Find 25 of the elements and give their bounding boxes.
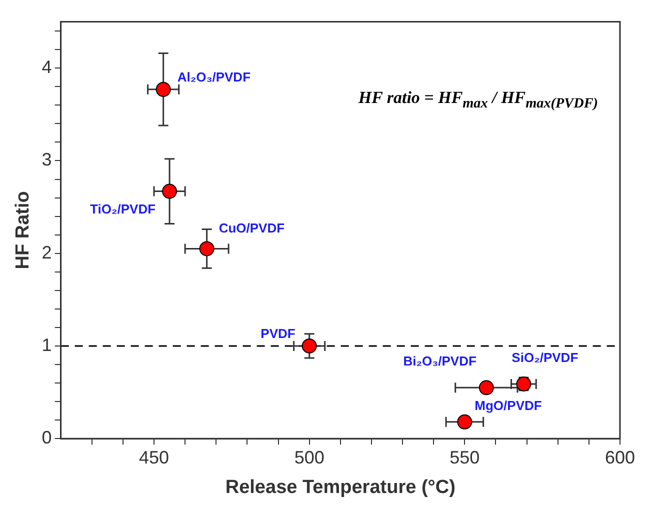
y-tick-label: 0	[42, 428, 52, 448]
annotation: Al₂O₃/PVDF	[177, 69, 251, 84]
x-tick-label: 500	[294, 447, 324, 468]
x-tick-label: 550	[450, 447, 480, 468]
annotation: SiO₂/PVDF	[512, 350, 578, 365]
point	[162, 184, 178, 199]
x-tick-label: 450	[138, 447, 170, 468]
point	[457, 414, 472, 430]
annotation: MgO/PVDF	[474, 398, 542, 413]
y-tick-label: 1	[42, 334, 52, 355]
point	[302, 338, 317, 354]
y-axis-title: HF Ratio	[12, 191, 34, 270]
annotation: CuO/PVDF	[218, 220, 285, 236]
y-tick-label: 3	[42, 150, 52, 170]
point	[199, 241, 214, 256]
x-axis-title: Release Temperature (°C)	[225, 476, 456, 498]
x-tick-label: 600	[604, 447, 636, 468]
annotation: Bi₂O₃/PVDF	[403, 354, 476, 369]
annotation: TiO₂/PVDF	[90, 201, 156, 216]
point	[156, 82, 171, 97]
annotation: HF ratio = HF$_{max}$ / HF$_{max(PVDF)}$	[358, 88, 598, 112]
y-tick-label: 4	[42, 57, 52, 78]
annotation: PVDF	[260, 326, 296, 341]
y-tick-label: 2	[42, 242, 52, 262]
point	[478, 380, 494, 396]
